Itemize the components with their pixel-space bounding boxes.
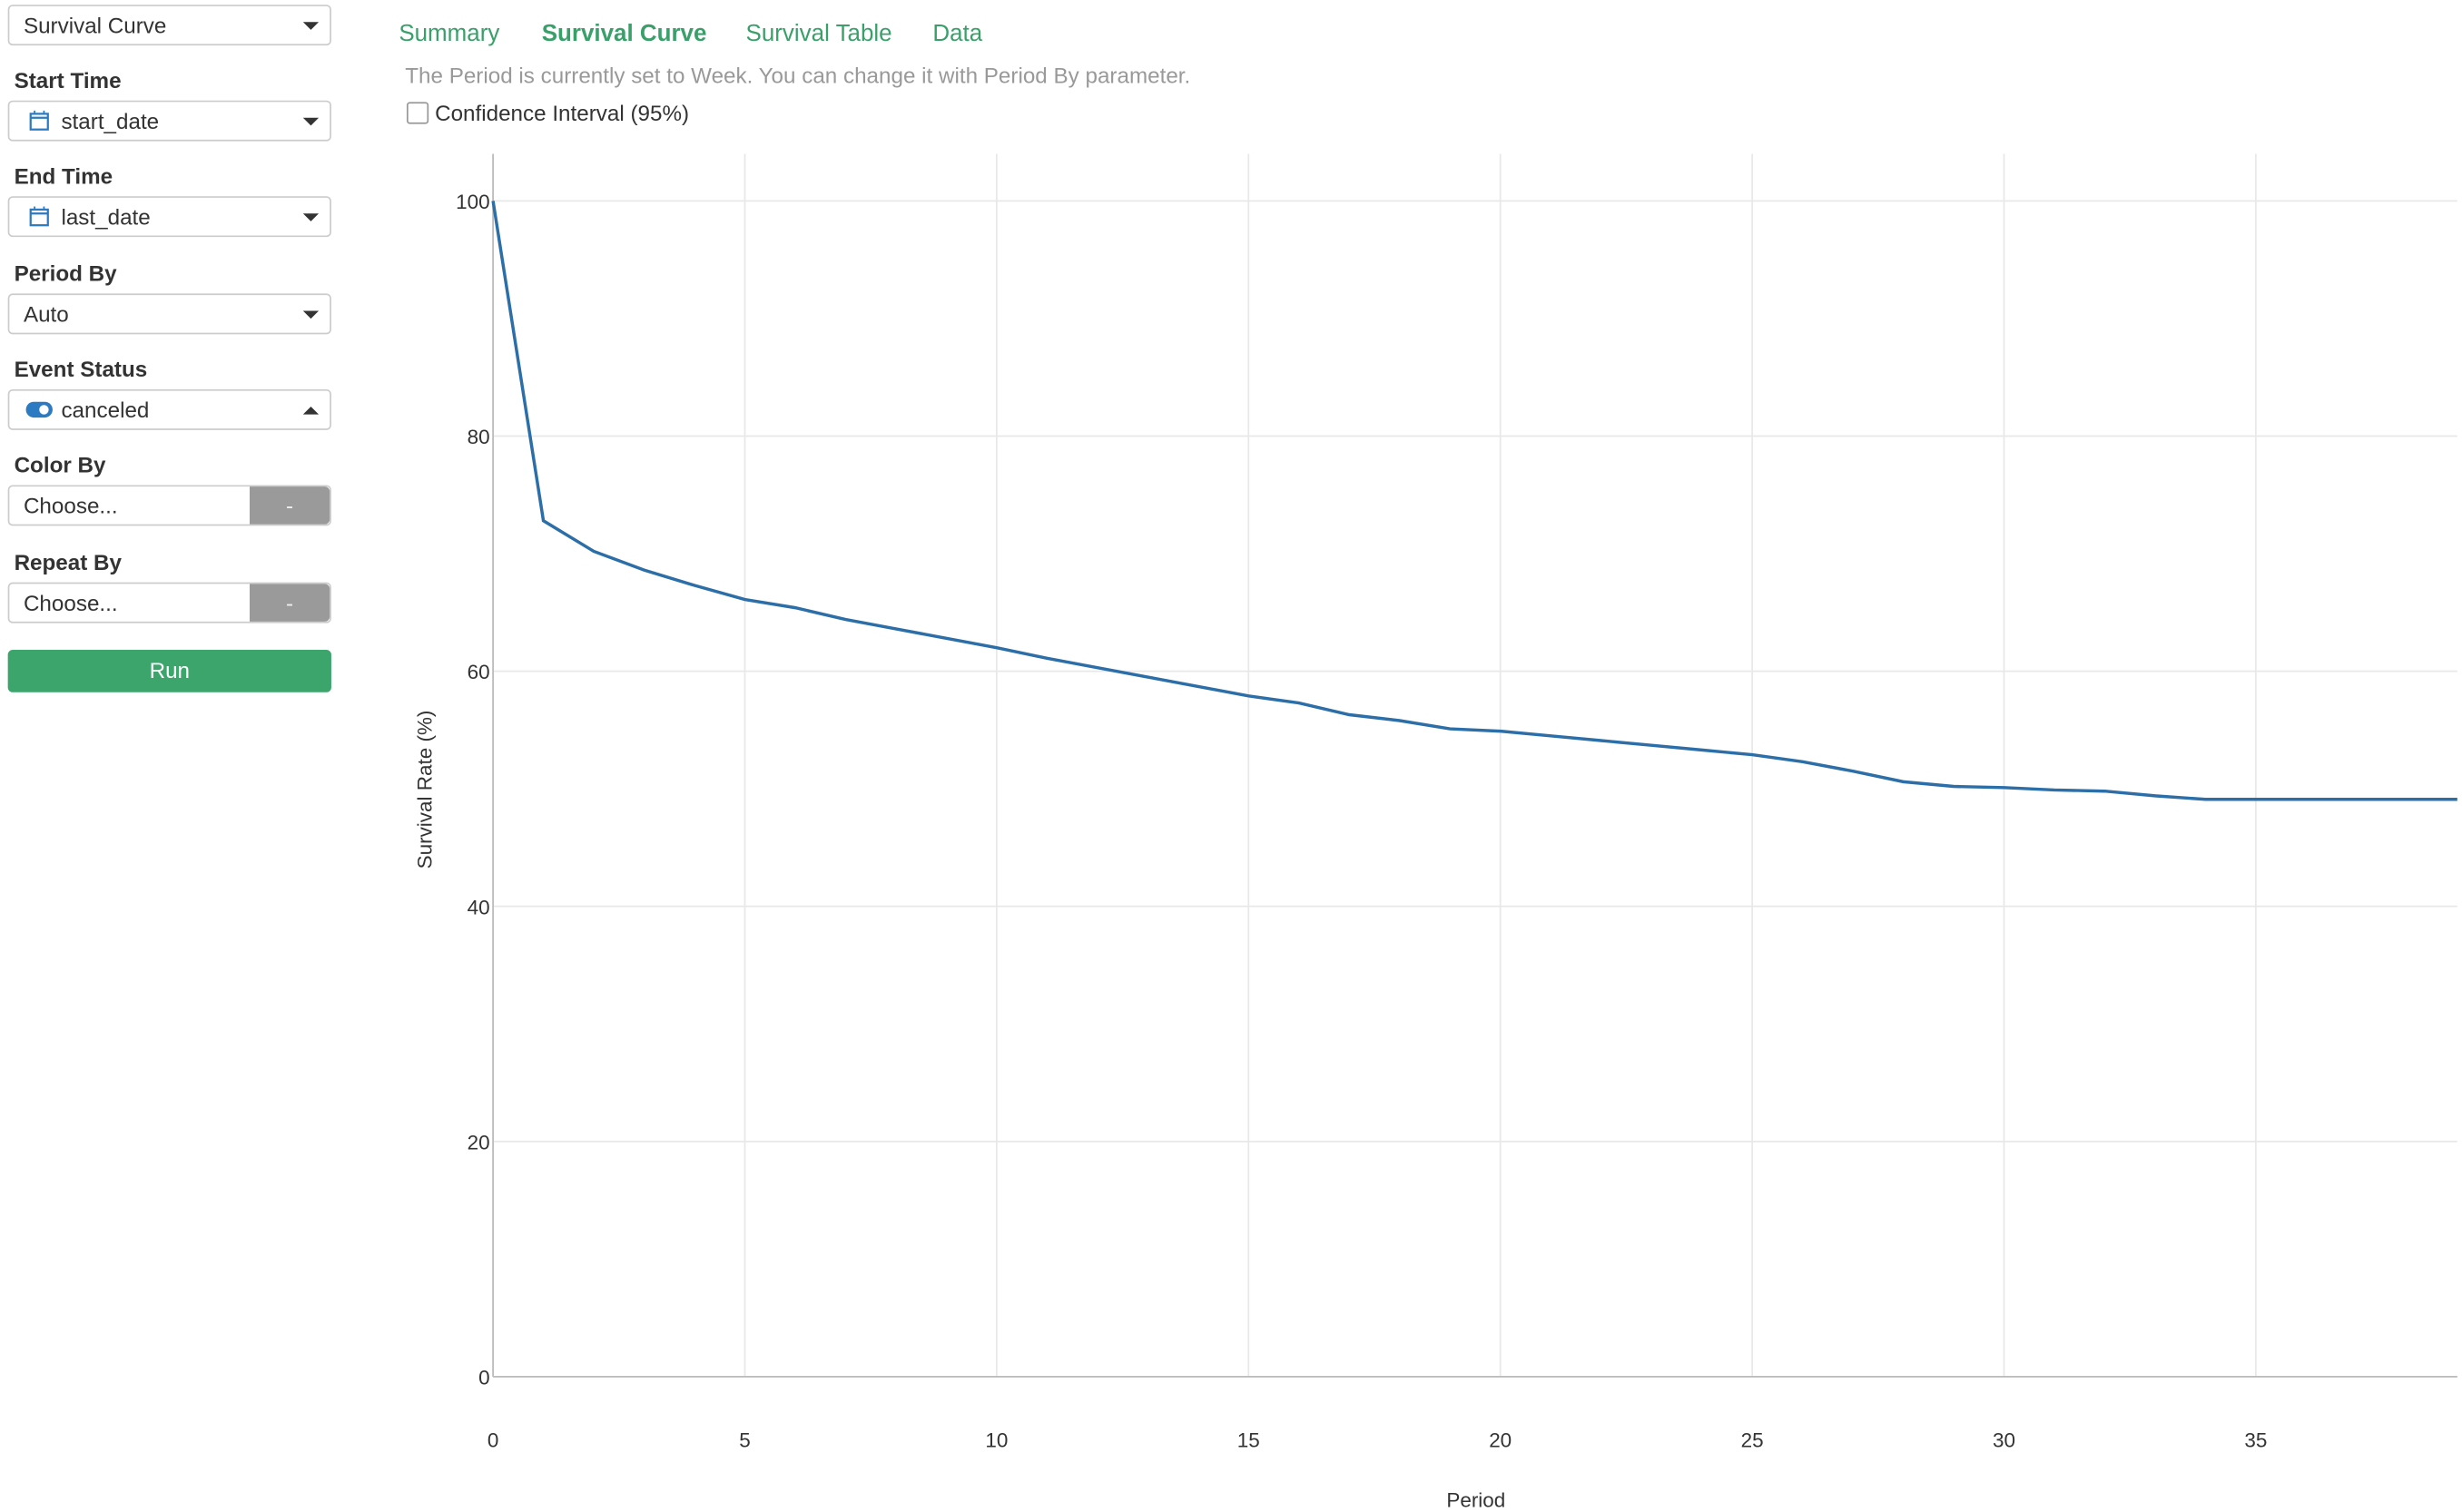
x-tick-label: 25 <box>1741 1429 1764 1452</box>
field-label: Color By <box>14 452 106 477</box>
chart-type-select[interactable]: Survival Curve <box>7 5 331 46</box>
checkbox-label: Confidence Interval (95%) <box>435 100 690 126</box>
field-label: Event Status <box>14 356 148 382</box>
field-select[interactable]: Auto <box>7 293 331 335</box>
run-button[interactable]: Run <box>7 650 331 692</box>
checkbox[interactable] <box>406 102 429 124</box>
y-axis-title: Survival Rate (%) <box>414 711 437 869</box>
notice: The Period is currently set to Week. You… <box>405 63 1191 88</box>
field-label: End Time <box>14 162 113 189</box>
y-tick-label: 60 <box>468 661 490 683</box>
y-tick-label: 40 <box>468 896 490 918</box>
x-tick-label: 30 <box>1993 1429 2015 1452</box>
field-label: Period By <box>14 260 117 286</box>
select-text: last_date <box>61 203 151 230</box>
clear-button[interactable]: - <box>250 486 330 525</box>
select-text: canceled <box>61 397 150 423</box>
survival-line <box>491 201 2457 801</box>
select-text: Choose... <box>23 590 118 616</box>
field-select[interactable]: start_date <box>7 100 331 142</box>
caret <box>302 22 320 30</box>
x-tick-label: 10 <box>985 1429 1008 1452</box>
x-tick-label: 35 <box>2244 1429 2267 1452</box>
field-select[interactable]: Choose... - <box>7 485 331 526</box>
y-tick-label: 0 <box>478 1367 490 1389</box>
tab[interactable]: Summary <box>399 20 500 47</box>
select-text: Auto <box>23 301 69 327</box>
field-select[interactable]: canceled <box>7 388 331 430</box>
field-label: Repeat By <box>14 549 122 575</box>
x-tick-label: 20 <box>1489 1429 1512 1452</box>
select-text: Survival Curve <box>23 12 167 38</box>
x-tick-label: 15 <box>1237 1429 1260 1452</box>
tab[interactable]: Data <box>932 20 983 47</box>
field-label: Start Time <box>14 67 122 93</box>
y-tick-label: 20 <box>468 1131 490 1154</box>
select-text: start_date <box>61 108 160 134</box>
caret <box>302 213 320 221</box>
x-axis-title: Period <box>1446 1488 1505 1511</box>
x-tick-label: 0 <box>487 1429 499 1452</box>
tab-active[interactable]: Survival Curve <box>541 20 707 47</box>
calendar-icon <box>29 206 49 227</box>
caret <box>302 310 320 319</box>
toggle-icon <box>25 401 53 418</box>
tab[interactable]: Survival Table <box>745 20 892 47</box>
calendar-icon <box>29 110 49 131</box>
caret <box>302 117 320 126</box>
field-select[interactable]: Choose... - <box>7 582 331 623</box>
select-text: Choose... <box>23 493 118 518</box>
clear-button[interactable]: - <box>250 584 330 622</box>
y-tick-label: 100 <box>456 191 490 213</box>
y-tick-label: 80 <box>468 426 490 448</box>
field-select[interactable]: last_date <box>7 196 331 238</box>
x-tick-label: 5 <box>739 1429 751 1452</box>
caret <box>302 406 320 415</box>
